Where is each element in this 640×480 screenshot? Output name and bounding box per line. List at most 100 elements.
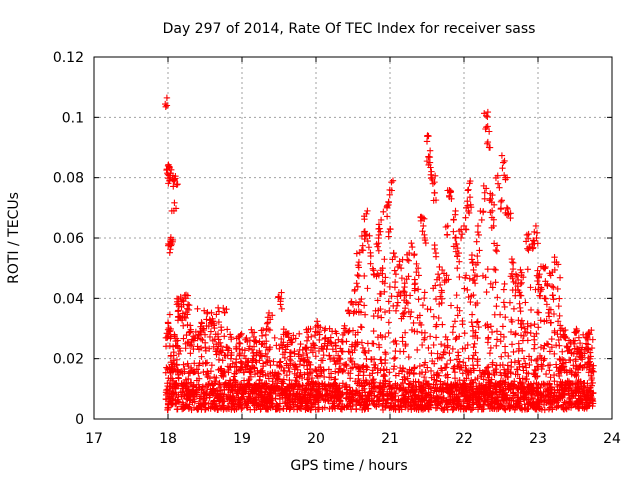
data-point bbox=[280, 325, 287, 333]
data-point bbox=[453, 381, 460, 389]
data-point bbox=[173, 181, 180, 189]
data-point bbox=[416, 403, 423, 411]
data-point bbox=[541, 265, 549, 272]
data-point bbox=[337, 345, 344, 352]
data-point bbox=[493, 336, 501, 343]
data-point bbox=[573, 372, 580, 380]
data-point bbox=[209, 390, 217, 397]
data-point bbox=[524, 320, 531, 327]
data-point bbox=[305, 358, 312, 365]
data-point bbox=[443, 360, 451, 368]
data-point bbox=[530, 380, 538, 387]
data-point bbox=[355, 372, 362, 379]
data-point bbox=[510, 381, 517, 388]
data-point bbox=[496, 311, 504, 318]
data-point bbox=[316, 331, 323, 338]
data-point bbox=[465, 186, 472, 193]
data-point bbox=[250, 384, 257, 391]
data-point bbox=[473, 238, 480, 245]
data-point bbox=[224, 363, 232, 370]
data-point bbox=[194, 406, 201, 413]
data-point bbox=[405, 257, 412, 264]
data-point bbox=[493, 328, 501, 335]
data-point bbox=[580, 392, 588, 400]
y-tick-label: 0.06 bbox=[53, 231, 84, 247]
data-point bbox=[307, 346, 315, 354]
data-point bbox=[351, 287, 358, 295]
data-point bbox=[267, 362, 274, 369]
data-point bbox=[327, 374, 335, 381]
data-point bbox=[535, 324, 542, 331]
data-point bbox=[562, 382, 569, 389]
data-point bbox=[361, 406, 368, 413]
data-point bbox=[402, 304, 409, 312]
data-point bbox=[380, 208, 387, 216]
data-point bbox=[299, 351, 307, 359]
data-point bbox=[374, 297, 381, 304]
data-point bbox=[332, 361, 339, 368]
data-point bbox=[520, 332, 527, 340]
data-point bbox=[246, 337, 254, 344]
data-point bbox=[390, 302, 397, 310]
data-point bbox=[197, 344, 205, 352]
data-point bbox=[357, 309, 365, 316]
data-point bbox=[507, 385, 515, 392]
data-point bbox=[448, 381, 455, 388]
data-point bbox=[171, 199, 178, 207]
data-point bbox=[431, 189, 438, 197]
data-point bbox=[437, 378, 444, 385]
data-point bbox=[584, 341, 592, 348]
data-point bbox=[582, 334, 590, 341]
data-point bbox=[199, 383, 207, 390]
data-point bbox=[584, 335, 591, 342]
data-point bbox=[360, 362, 367, 369]
data-point bbox=[309, 340, 317, 347]
data-point bbox=[291, 383, 298, 390]
data-point bbox=[452, 207, 459, 215]
data-point bbox=[436, 354, 444, 361]
data-point bbox=[339, 348, 346, 355]
data-point bbox=[415, 379, 423, 386]
x-tick-label: 18 bbox=[159, 431, 177, 447]
data-point bbox=[297, 340, 304, 348]
data-point bbox=[221, 333, 228, 340]
data-point bbox=[485, 363, 492, 371]
data-point bbox=[215, 381, 223, 388]
data-point bbox=[589, 379, 596, 387]
data-point bbox=[444, 382, 451, 389]
data-point bbox=[432, 323, 440, 330]
data-point bbox=[232, 343, 240, 351]
data-point bbox=[507, 328, 515, 336]
data-point bbox=[416, 362, 424, 370]
data-point bbox=[308, 333, 315, 340]
data-point bbox=[335, 365, 343, 373]
data-point bbox=[339, 380, 347, 387]
data-point bbox=[555, 336, 562, 344]
data-point bbox=[503, 211, 511, 219]
data-point bbox=[385, 199, 392, 206]
data-point bbox=[494, 180, 502, 187]
data-point bbox=[399, 338, 406, 345]
data-point bbox=[181, 365, 188, 373]
data-point bbox=[195, 375, 203, 382]
data-point bbox=[392, 307, 400, 314]
data-point bbox=[538, 365, 545, 373]
data-point bbox=[508, 397, 515, 404]
data-point bbox=[268, 389, 275, 396]
data-point bbox=[462, 214, 469, 221]
data-point bbox=[560, 391, 567, 398]
data-point bbox=[480, 110, 488, 117]
data-point bbox=[399, 364, 407, 372]
data-point bbox=[370, 271, 378, 279]
data-point bbox=[341, 322, 348, 329]
data-point bbox=[177, 347, 184, 355]
data-point bbox=[174, 367, 182, 374]
data-point bbox=[403, 298, 410, 306]
data-point bbox=[430, 285, 437, 292]
data-point bbox=[482, 398, 489, 405]
data-point bbox=[398, 274, 406, 282]
data-point bbox=[185, 375, 192, 383]
data-point bbox=[329, 404, 336, 411]
data-point bbox=[215, 349, 223, 357]
data-point bbox=[343, 389, 351, 397]
